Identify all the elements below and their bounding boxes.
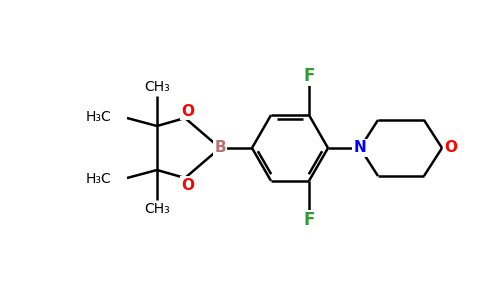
Text: B: B (214, 140, 226, 155)
Text: O: O (182, 178, 195, 193)
Text: H₃C: H₃C (85, 172, 111, 186)
Text: CH₃: CH₃ (144, 202, 170, 216)
Text: O: O (444, 140, 457, 155)
Text: N: N (354, 140, 366, 155)
Text: F: F (303, 67, 315, 85)
Text: CH₃: CH₃ (144, 80, 170, 94)
Text: O: O (182, 103, 195, 118)
Text: F: F (303, 211, 315, 229)
Text: H₃C: H₃C (85, 110, 111, 124)
